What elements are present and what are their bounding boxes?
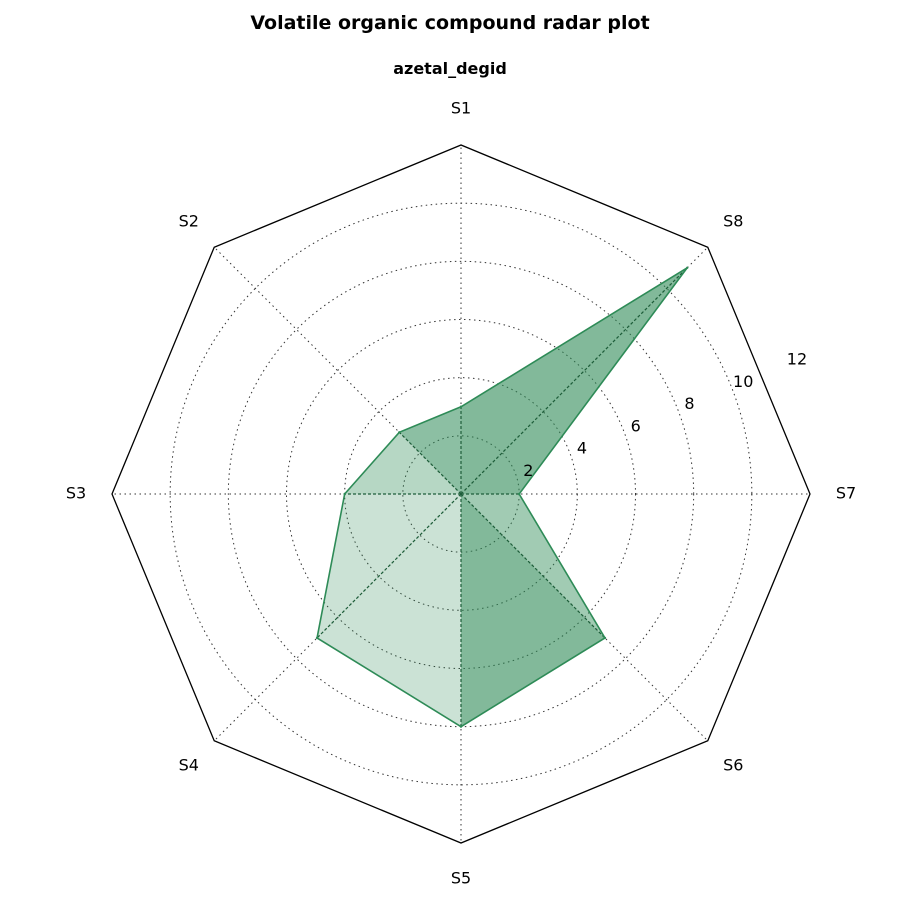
data-point — [459, 725, 463, 728]
data-point — [398, 431, 401, 434]
data-point — [517, 492, 521, 496]
data-wedge — [461, 267, 688, 494]
data-wedge — [461, 494, 605, 727]
data-radius — [316, 493, 462, 639]
outer-frame — [111, 144, 811, 844]
grid-spoke — [213, 246, 462, 495]
axis-label-s2: S2 — [179, 211, 199, 230]
axis-label-s3: S3 — [66, 484, 86, 503]
axis-label-s7: S7 — [836, 484, 856, 503]
radial-tick-label: 10 — [733, 372, 753, 391]
data-wedge — [461, 267, 688, 494]
chart-title: Volatile organic compound radar plot — [250, 12, 650, 34]
data-wedge — [399, 406, 461, 494]
axis-label-s6: S6 — [723, 756, 743, 775]
radial-tick-label: 12 — [787, 350, 807, 369]
axis-label-s1: S1 — [451, 99, 471, 118]
radial-tick-label: 4 — [577, 439, 587, 458]
data-point — [343, 492, 346, 496]
fill-layer — [315, 266, 689, 728]
data-point — [686, 266, 689, 269]
label-layer: S1 S2 S3 S4 S5 S6 S7 S8 2 4 6 8 10 12 — [66, 99, 856, 888]
axis-label-s4: S4 — [179, 756, 199, 775]
frame-layer — [111, 144, 811, 844]
chart-subtitle: azetal_degid — [393, 59, 507, 78]
data-radius — [460, 493, 606, 639]
data-radius — [460, 267, 688, 495]
data-point — [603, 636, 607, 640]
grid-spoke — [213, 493, 462, 742]
radial-tick-label: 6 — [631, 416, 641, 435]
data-wedge — [344, 432, 461, 494]
radial-tick-label: 8 — [684, 394, 694, 413]
axis-label-s5: S5 — [451, 869, 471, 888]
grid-ring — [286, 319, 636, 669]
data-point — [315, 636, 319, 640]
radial-tick-label: 2 — [523, 461, 533, 480]
axis-label-s8: S8 — [723, 211, 743, 230]
grid-spoke — [460, 493, 709, 742]
data-radius — [398, 431, 462, 495]
data-wedge — [317, 494, 461, 727]
data-point — [459, 405, 463, 408]
